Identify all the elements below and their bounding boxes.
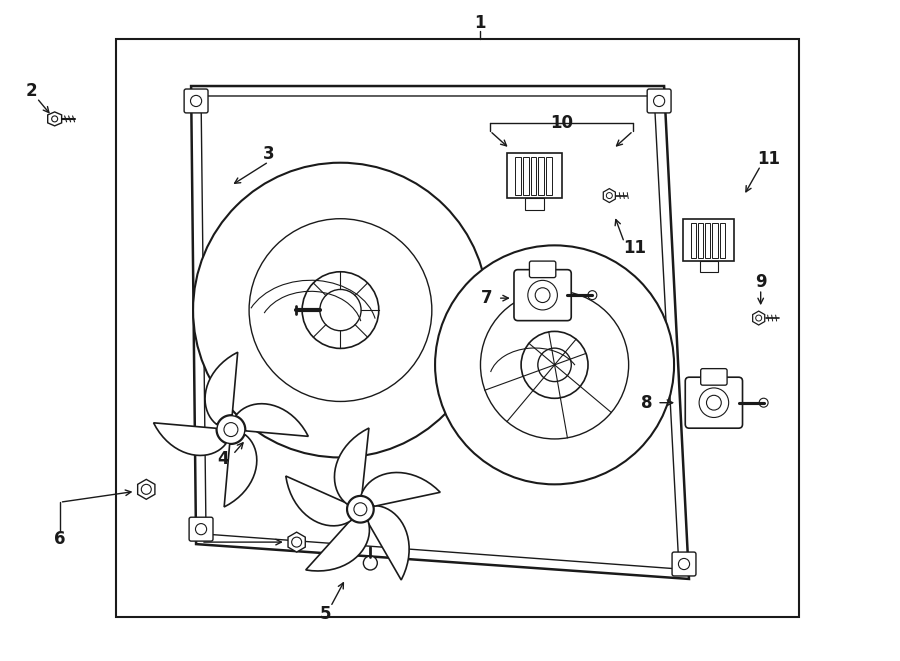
Polygon shape (236, 404, 309, 436)
Circle shape (217, 416, 245, 444)
Text: 11: 11 (623, 239, 645, 257)
Circle shape (706, 395, 721, 410)
Circle shape (51, 116, 58, 122)
Text: 7: 7 (481, 289, 492, 307)
Polygon shape (138, 479, 155, 499)
Circle shape (679, 559, 689, 570)
FancyBboxPatch shape (529, 261, 556, 278)
Bar (516, 157, 521, 194)
Polygon shape (367, 506, 410, 580)
Polygon shape (288, 532, 305, 552)
Circle shape (302, 272, 379, 348)
Bar (691, 223, 697, 258)
Text: 5: 5 (320, 605, 331, 623)
Bar (713, 223, 717, 258)
Circle shape (538, 348, 572, 381)
Polygon shape (335, 428, 369, 504)
Polygon shape (205, 352, 238, 424)
Circle shape (653, 95, 665, 106)
Bar (538, 157, 544, 194)
Bar (523, 157, 528, 194)
Bar (698, 223, 703, 258)
Circle shape (191, 95, 202, 106)
Polygon shape (224, 434, 256, 507)
Text: 2: 2 (26, 82, 38, 100)
Circle shape (527, 280, 557, 310)
Circle shape (354, 503, 367, 516)
Polygon shape (306, 520, 369, 571)
Polygon shape (154, 423, 226, 455)
Polygon shape (191, 86, 689, 579)
Circle shape (759, 398, 768, 407)
Text: 4: 4 (217, 450, 229, 469)
Bar (508, 153, 562, 198)
Bar (706, 223, 710, 258)
FancyBboxPatch shape (672, 552, 696, 576)
Bar (546, 157, 552, 194)
Text: 3: 3 (263, 145, 274, 163)
Circle shape (292, 537, 302, 547)
Circle shape (141, 485, 151, 494)
Circle shape (347, 496, 374, 522)
Bar (526, 198, 544, 210)
FancyBboxPatch shape (685, 377, 742, 428)
Bar (683, 219, 734, 261)
Circle shape (536, 288, 550, 303)
FancyBboxPatch shape (647, 89, 671, 113)
Circle shape (481, 291, 628, 439)
Circle shape (320, 290, 361, 330)
FancyBboxPatch shape (189, 517, 213, 541)
Bar (700, 261, 717, 272)
FancyBboxPatch shape (184, 89, 208, 113)
Circle shape (195, 524, 207, 535)
Text: 1: 1 (474, 15, 486, 32)
Text: 10: 10 (550, 114, 573, 132)
Bar (116, 39, 798, 617)
Circle shape (699, 388, 729, 418)
Circle shape (194, 163, 488, 457)
Polygon shape (361, 473, 440, 506)
Circle shape (607, 192, 612, 198)
Circle shape (435, 245, 674, 485)
Polygon shape (286, 476, 352, 526)
Text: 8: 8 (642, 394, 652, 412)
Text: 11: 11 (757, 150, 780, 168)
Bar (720, 223, 724, 258)
Circle shape (249, 219, 432, 401)
Text: 6: 6 (54, 530, 66, 548)
Bar (531, 157, 536, 194)
Circle shape (756, 315, 761, 321)
Circle shape (224, 422, 238, 436)
FancyBboxPatch shape (514, 270, 572, 321)
FancyBboxPatch shape (701, 369, 727, 385)
Circle shape (588, 291, 597, 299)
Text: 9: 9 (755, 273, 767, 292)
Circle shape (521, 331, 588, 399)
Circle shape (364, 556, 377, 570)
